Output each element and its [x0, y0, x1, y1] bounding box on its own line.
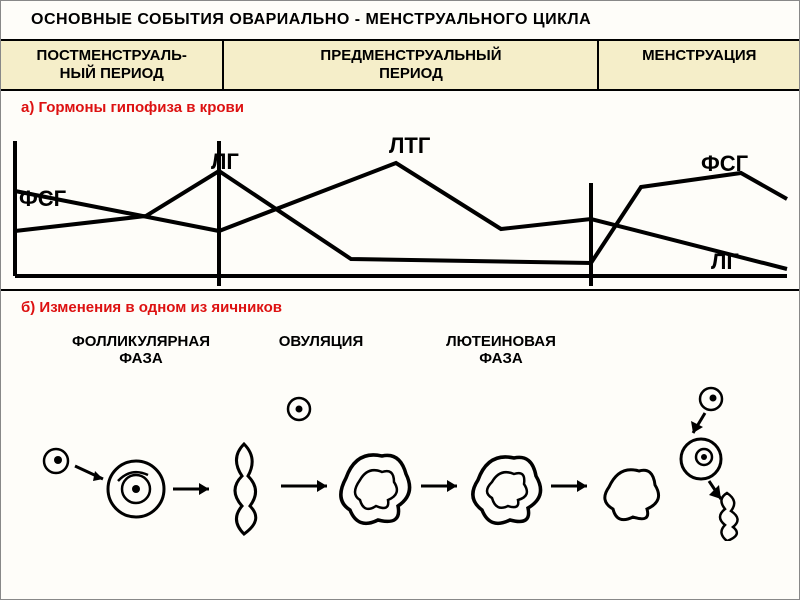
hormone-label: ФСГ	[701, 151, 748, 177]
phase-luteal: ЛЮТЕИНОВАЯФАЗА	[401, 333, 601, 367]
hormone-label: ЛГ	[211, 149, 239, 175]
hormone-label: ЛГ	[711, 249, 739, 275]
hormone-label: ФСГ	[19, 186, 66, 212]
period-label: МЕНСТРУАЦИЯ	[642, 47, 756, 64]
hormone-label: ЛТГ	[389, 133, 430, 159]
period-postmenstrual: ПОСТМЕНСТРУАЛЬ-НЫЙ ПЕРИОД	[1, 41, 224, 89]
period-label: ПОСТМЕНСТРУАЛЬ-НЫЙ ПЕРИОД	[37, 47, 187, 82]
section-b-label: б) Изменения в одном из яичников	[21, 299, 282, 316]
period-header-row: ПОСТМЕНСТРУАЛЬ-НЫЙ ПЕРИОД ПРЕДМЕНСТРУАЛЬ…	[1, 39, 799, 91]
phase-ovulation: ОВУЛЯЦИЯ	[251, 333, 391, 350]
follicle-diagram	[1, 371, 799, 541]
follicle-svg	[1, 371, 800, 541]
period-premenstrual: ПРЕДМЕНСТРУАЛЬНЫЙПЕРИОД	[224, 41, 599, 89]
section-hormones: а) Гормоны гипофиза в крови ФСГЛГЛТГФСГЛ…	[1, 91, 799, 291]
page-title: ОСНОВНЫЕ СОБЫТИЯ ОВАРИАЛЬНО - МЕНСТРУАЛЬ…	[1, 1, 799, 39]
section-ovary: б) Изменения в одном из яичников ФОЛЛИКУ…	[1, 291, 799, 551]
hormone-chart	[1, 91, 800, 291]
phase-follicular: ФОЛЛИКУЛЯРНАЯФАЗА	[41, 333, 241, 367]
page: ОСНОВНЫЕ СОБЫТИЯ ОВАРИАЛЬНО - МЕНСТРУАЛЬ…	[0, 0, 800, 600]
period-menstruation: МЕНСТРУАЦИЯ	[599, 41, 799, 89]
period-label: ПРЕДМЕНСТРУАЛЬНЫЙПЕРИОД	[320, 47, 501, 82]
